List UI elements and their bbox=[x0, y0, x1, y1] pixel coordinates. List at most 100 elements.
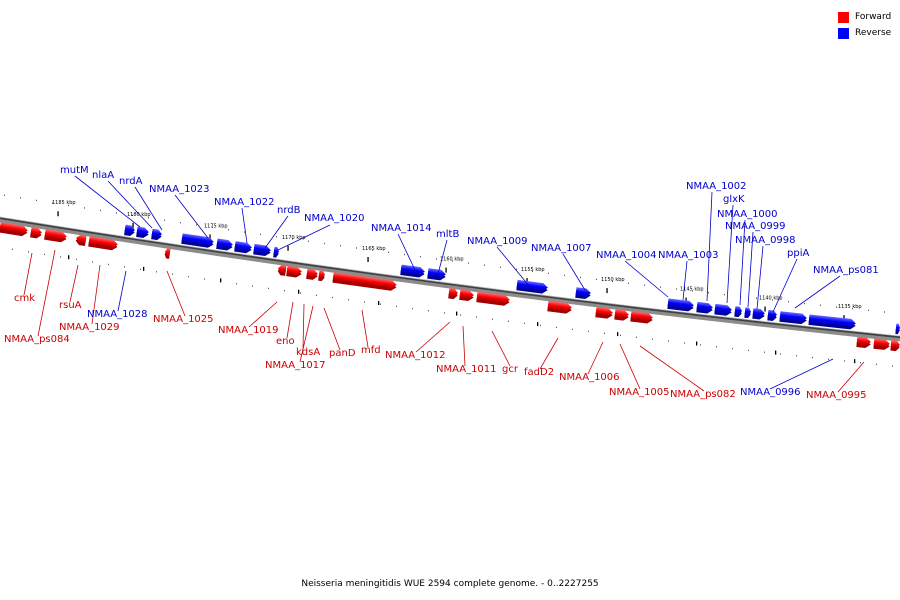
leader-line bbox=[496, 246, 531, 288]
leader-line bbox=[117, 270, 127, 312]
tick-label: 1155 kbp bbox=[521, 267, 545, 273]
gene-label-rsua: rsuA bbox=[59, 300, 82, 311]
reverse-gene-arrow bbox=[779, 311, 807, 325]
gene-label-kdsa: kdsA bbox=[296, 347, 320, 358]
gene-label-mfd: mfd bbox=[361, 345, 381, 356]
reverse-gene-arrow bbox=[151, 228, 162, 241]
forward-gene-arrow bbox=[614, 309, 629, 321]
forward-gene-arrow bbox=[277, 264, 287, 276]
leader-line bbox=[361, 309, 369, 348]
gene-label-nmaa-0995: NMAA_0995 bbox=[806, 390, 867, 401]
gene-label-nmaa-1003: NMAA_1003 bbox=[658, 250, 719, 261]
tick-label: 1135 kbp bbox=[838, 304, 862, 310]
forward-gene-arrow bbox=[448, 287, 458, 300]
leader-line bbox=[107, 180, 153, 229]
forward-gene-arrow bbox=[0, 222, 28, 237]
scale-tick-1160-kbp: 1160 kbp bbox=[440, 257, 464, 273]
reverse-gene-arrow bbox=[427, 268, 446, 281]
leader-line bbox=[264, 215, 289, 249]
gene-label-nmaa-1011: NMAA_1011 bbox=[436, 364, 497, 375]
scale-tick-1155-kbp: 1155 kbp bbox=[521, 267, 545, 284]
guide-dots bbox=[4, 194, 893, 367]
leader-line bbox=[706, 191, 713, 302]
leader-line bbox=[37, 249, 56, 337]
legend-swatch-forward bbox=[838, 11, 849, 23]
leader-line bbox=[739, 219, 746, 306]
scale-tick-1180-kbp: 1180 kbp bbox=[127, 212, 151, 228]
leader-line bbox=[397, 233, 416, 271]
leader-line bbox=[302, 303, 305, 350]
legend-swatch-reverse bbox=[838, 27, 849, 39]
gene-label-mltb: mltB bbox=[436, 229, 459, 240]
leader-line bbox=[624, 260, 669, 298]
legend-item-reverse: Reverse bbox=[838, 25, 891, 41]
reverse-gene-arrow bbox=[273, 246, 279, 258]
gene-label-ppia: ppiA bbox=[787, 248, 809, 259]
legend-item-forward: Forward bbox=[838, 9, 891, 25]
reverse-gene-arrow bbox=[124, 224, 135, 236]
reverse-gene-arrow bbox=[136, 226, 149, 238]
tick-label: 1175 kbp bbox=[204, 223, 228, 229]
leader-line bbox=[166, 270, 186, 317]
forward-gene-arrow bbox=[164, 248, 171, 259]
forward-gene-arrow bbox=[476, 291, 510, 306]
gene-label-fadd2: fadD2 bbox=[524, 367, 554, 378]
reverse-gene-arrow bbox=[714, 303, 732, 316]
leader-line bbox=[323, 307, 341, 351]
gene-labels: mutM nlaAnrdANMAA_1023NMAA_1022nrdBNMAA_1… bbox=[4, 165, 879, 401]
genome-caption: Neisseria meningitidis WUE 2594 complete… bbox=[301, 579, 599, 589]
gene-label-glxk: glxK bbox=[723, 194, 745, 205]
forward-gene-arrow bbox=[318, 270, 325, 282]
leader-line bbox=[277, 224, 331, 251]
leader-line bbox=[539, 337, 559, 370]
leader-line bbox=[437, 239, 448, 275]
leader-line bbox=[462, 325, 466, 367]
forward-gene-arrow bbox=[75, 234, 87, 247]
gene-label-nmaa-0998: NMAA_0998 bbox=[735, 235, 796, 246]
scale-tick-1140-kbp: 1140 kbp bbox=[759, 296, 783, 312]
gene-label-nrda: nrdA bbox=[119, 176, 143, 187]
forward-gene-arrow bbox=[44, 229, 67, 243]
forward-gene-arrow bbox=[286, 265, 302, 278]
reverse-gene-arrow bbox=[895, 323, 900, 335]
reverse-gene-arrow bbox=[667, 298, 694, 312]
genome-backbone bbox=[0, 216, 900, 342]
tick-label: 1180 kbp bbox=[127, 212, 151, 218]
gene-label-nmaa-1005: NMAA_1005 bbox=[609, 387, 670, 398]
gene-label-nrdb: nrdB bbox=[277, 205, 301, 216]
gene-label-nmaa-1000: NMAA_1000 bbox=[717, 209, 778, 220]
gene-label-nmaa-0996: NMAA_0996 bbox=[740, 387, 801, 398]
gene-label-nmaa-1017: NMAA_1017 bbox=[265, 360, 326, 371]
tick-label: 1150 kbp bbox=[601, 277, 625, 283]
reverse-gene-arrow bbox=[752, 308, 765, 320]
leader-line bbox=[248, 301, 278, 328]
scale-tick-1145-kbp: 1145 kbp bbox=[680, 287, 704, 303]
tick-label: 1145 kbp bbox=[680, 287, 704, 293]
scale-tick-1135-kbp: 1135 kbp bbox=[838, 304, 862, 321]
gene-label-nmaa-ps082: NMAA_ps082 bbox=[670, 389, 736, 400]
gene-label-nmaa-1025: NMAA_1025 bbox=[153, 314, 214, 325]
leader-line bbox=[23, 252, 33, 296]
leader-line bbox=[772, 258, 798, 313]
reverse-gene-arrow bbox=[744, 307, 751, 319]
forward-gene-arrow bbox=[630, 311, 653, 324]
forward-gene-arrow bbox=[30, 227, 42, 239]
gene-label-nmaa-1019: NMAA_1019 bbox=[218, 325, 279, 336]
reverse-gene-arrow bbox=[253, 243, 271, 257]
reverse-gene-arrow bbox=[216, 238, 233, 251]
reverse-gene-arrow bbox=[767, 309, 777, 321]
leader-line bbox=[756, 245, 764, 310]
leader-line bbox=[74, 175, 141, 228]
reverse-gene-arrow bbox=[516, 279, 548, 294]
leader-line bbox=[134, 186, 163, 231]
gene-label-cmk: cmk bbox=[14, 293, 35, 304]
legend-label-forward: Forward bbox=[855, 12, 892, 22]
forward-gene-arrow bbox=[547, 300, 572, 314]
leader-line bbox=[562, 253, 586, 291]
tick-label: 1185 kbp bbox=[52, 200, 76, 206]
leader-line bbox=[769, 358, 834, 390]
leader-line bbox=[837, 361, 865, 393]
leader-line bbox=[491, 330, 511, 367]
forward-gene-arrow bbox=[595, 306, 613, 319]
reverse-gene-arrow bbox=[808, 314, 856, 330]
